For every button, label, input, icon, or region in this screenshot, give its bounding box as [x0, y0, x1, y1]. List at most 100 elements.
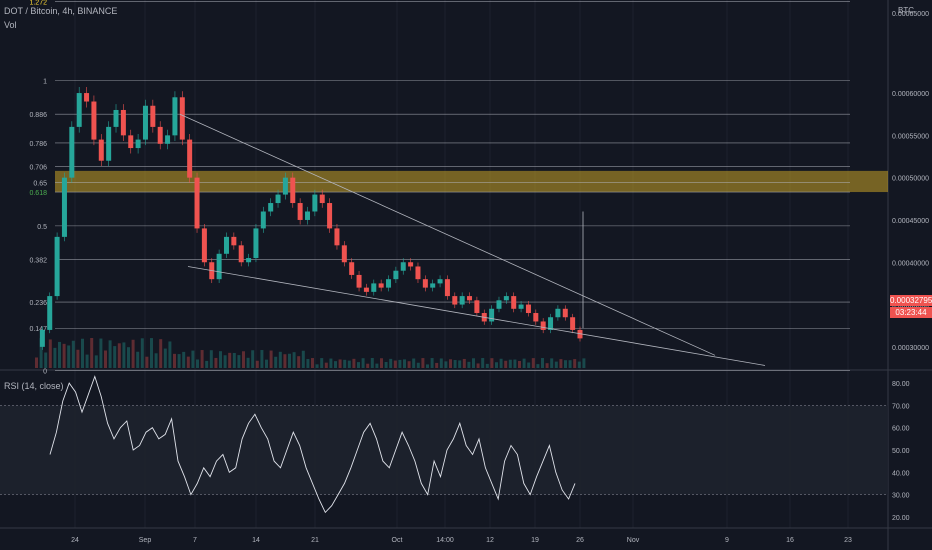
candle-body[interactable] — [120, 109, 126, 136]
candle-body[interactable] — [363, 287, 369, 292]
candle-body[interactable] — [223, 236, 229, 254]
time-tick-label[interactable]: Oct — [392, 537, 403, 544]
candle-body[interactable] — [275, 194, 281, 204]
candle-body[interactable] — [437, 279, 443, 284]
candle-body[interactable] — [444, 279, 450, 297]
candle-body[interactable] — [525, 304, 531, 314]
candle-body[interactable] — [91, 101, 97, 140]
candle-body[interactable] — [548, 317, 554, 330]
candle-body[interactable] — [231, 236, 237, 246]
candle-body[interactable] — [98, 139, 104, 161]
candle-body[interactable] — [84, 93, 90, 102]
candle-body[interactable] — [260, 211, 266, 229]
candle-body[interactable] — [47, 296, 53, 330]
rsi-tick-label[interactable]: 50.00 — [892, 448, 910, 455]
candle-body[interactable] — [216, 253, 222, 280]
time-tick-label[interactable]: Sep — [139, 537, 152, 544]
candle-body[interactable] — [533, 313, 539, 322]
time-tick-label[interactable]: 23 — [844, 537, 852, 544]
candle-body[interactable] — [201, 228, 207, 263]
candles-layer[interactable] — [39, 86, 583, 350]
candle-body[interactable] — [253, 228, 259, 259]
time-tick-label[interactable]: 16 — [786, 537, 794, 544]
candle-body[interactable] — [577, 329, 583, 339]
volume-legend[interactable]: Vol — [4, 20, 17, 30]
candle-body[interactable] — [570, 317, 576, 330]
candle-body[interactable] — [76, 93, 82, 127]
candle-body[interactable] — [290, 177, 296, 204]
rsi-tick-label[interactable]: 80.00 — [892, 381, 910, 388]
candle-body[interactable] — [386, 279, 392, 288]
candle-body[interactable] — [327, 203, 333, 229]
rsi-tick-label[interactable]: 40.00 — [892, 470, 910, 477]
candle-body[interactable] — [408, 262, 414, 267]
candle-body[interactable] — [371, 283, 377, 292]
price-tick-label[interactable]: 0.00050000 — [892, 176, 929, 183]
candle-body[interactable] — [356, 274, 362, 288]
price-tick-label[interactable]: 0.00055000 — [892, 133, 929, 140]
candle-body[interactable] — [194, 177, 200, 229]
candle-body[interactable] — [54, 236, 60, 297]
candle-body[interactable] — [452, 296, 458, 305]
candle-body[interactable] — [496, 300, 502, 309]
time-tick-label[interactable]: 9 — [725, 537, 729, 544]
candle-body[interactable] — [430, 283, 436, 288]
candle-body[interactable] — [459, 296, 465, 305]
price-tick-label[interactable]: 0.00045000 — [892, 218, 929, 225]
price-tick-label[interactable]: 0.00040000 — [892, 260, 929, 267]
candle-body[interactable] — [157, 126, 163, 144]
time-tick-label[interactable]: 19 — [531, 537, 539, 544]
candle-body[interactable] — [540, 321, 546, 330]
symbol-legend[interactable]: DOT / Bitcoin, 4h, BINANCE — [4, 6, 118, 16]
candle-body[interactable] — [179, 97, 185, 140]
rsi-tick-label[interactable]: 70.00 — [892, 403, 910, 410]
candle-body[interactable] — [312, 194, 318, 212]
rsi-tick-label[interactable]: 30.00 — [892, 493, 910, 500]
time-tick-label[interactable]: 14:00 — [436, 537, 454, 544]
candle-body[interactable] — [489, 308, 495, 322]
candle-body[interactable] — [165, 135, 171, 144]
rsi-line[interactable] — [49, 375, 576, 514]
candle-body[interactable] — [562, 308, 568, 318]
candle-body[interactable] — [61, 177, 67, 237]
candle-body[interactable] — [135, 139, 141, 149]
price-tick-label-top[interactable]: 0.00065000 — [892, 11, 929, 18]
price-tick-label[interactable]: 0.00035000 — [892, 303, 929, 310]
candle-body[interactable] — [305, 211, 310, 220]
rsi-pane[interactable]: 20.00 30.00 40.00 50.00 60.00 70.00 80.00 — [0, 375, 910, 522]
time-tick-label[interactable]: 12 — [486, 537, 494, 544]
candle-body[interactable] — [422, 279, 428, 288]
rsi-tick-label[interactable]: 20.00 — [892, 515, 910, 522]
candle-body[interactable] — [238, 245, 244, 263]
time-tick-label[interactable]: 24 — [71, 537, 79, 544]
candle-body[interactable] — [334, 228, 340, 246]
candle-body[interactable] — [415, 266, 421, 280]
candle-body[interactable] — [297, 203, 303, 220]
time-tick-label[interactable]: 7 — [193, 537, 197, 544]
time-axis[interactable]: 24 Sep 7 14 21 Oct 14:00 12 19 26 Nov 9 16 23 — [71, 537, 852, 544]
candle-body[interactable] — [393, 270, 399, 280]
price-axis[interactable]: 0.00030000 0.00035000 0.00040000 0.00045000… — [892, 11, 929, 352]
rsi-legend[interactable]: RSI (14, close) — [4, 381, 64, 391]
price-tick-label[interactable]: 0.00060000 — [892, 91, 929, 98]
candle-body[interactable] — [378, 283, 384, 288]
candle-body[interactable] — [39, 329, 45, 347]
candle-body[interactable] — [113, 109, 119, 127]
candle-body[interactable] — [503, 296, 509, 301]
candle-body[interactable] — [282, 177, 288, 195]
rsi-tick-label[interactable]: 60.00 — [892, 426, 910, 433]
candle-body[interactable] — [319, 194, 325, 204]
candle-body[interactable] — [467, 296, 473, 301]
candle-body[interactable] — [555, 308, 561, 318]
candle-body[interactable] — [349, 262, 355, 275]
price-tick-label[interactable]: 0.00030000 — [892, 345, 929, 352]
candle-body[interactable] — [400, 262, 406, 271]
candle-body[interactable] — [518, 304, 524, 309]
candle-body[interactable] — [268, 203, 274, 212]
candle-body[interactable] — [511, 296, 517, 309]
time-tick-label[interactable]: Nov — [627, 537, 640, 544]
candle-body[interactable] — [106, 126, 112, 161]
time-tick-label[interactable]: 14 — [252, 537, 260, 544]
candle-body[interactable] — [172, 97, 178, 136]
candle-body[interactable] — [150, 105, 156, 127]
